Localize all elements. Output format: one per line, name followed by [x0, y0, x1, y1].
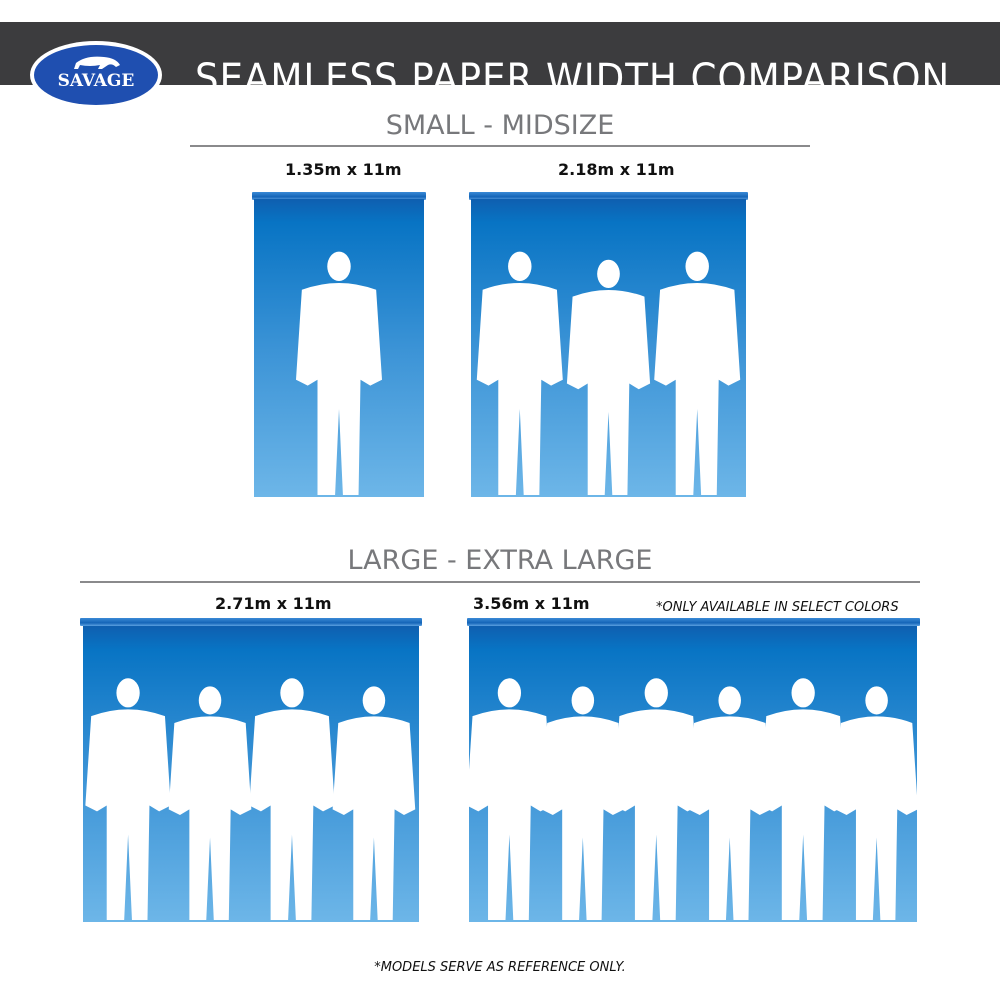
- availability-note: *ONLY AVAILABLE IN SELECT COLORS: [656, 600, 899, 615]
- divider: [80, 581, 920, 583]
- person-silhouette: [835, 686, 917, 920]
- silhouettes: [295, 251, 383, 495]
- person-silhouette: [541, 686, 625, 920]
- person-silhouette: [566, 259, 651, 495]
- paper-roll: [467, 618, 920, 626]
- silhouettes: [85, 678, 416, 920]
- silhouettes: [476, 251, 741, 495]
- person-silhouette: [332, 686, 416, 920]
- size-label: 1.35m x 11m: [285, 160, 402, 179]
- section-title-small-midsize: SMALL - MIDSIZE: [385, 110, 615, 141]
- paper-backdrop-2-18m: [471, 199, 746, 497]
- person-silhouette: [476, 251, 563, 495]
- paper-roll: [469, 192, 748, 200]
- paper-backdrop-1-35m: [254, 199, 424, 497]
- person-silhouette: [168, 686, 252, 920]
- person-silhouette: [469, 678, 553, 920]
- size-label: 2.18m x 11m: [558, 160, 675, 179]
- paper-roll: [252, 192, 426, 200]
- header-bar: SAVAGE SEAMLESS PAPER WIDTH COMPARISON: [0, 22, 1000, 109]
- person-silhouette: [688, 686, 772, 920]
- page-title: SEAMLESS PAPER WIDTH COMPARISON: [195, 56, 951, 102]
- person-silhouette: [85, 678, 171, 920]
- svg-text:SAVAGE: SAVAGE: [58, 71, 135, 91]
- person-silhouette: [249, 678, 335, 920]
- person-silhouette: [654, 251, 741, 495]
- savage-logo: SAVAGE: [30, 41, 162, 109]
- paper-backdrop-3-56m: [469, 626, 917, 922]
- paper-roll: [80, 618, 422, 626]
- divider: [190, 145, 810, 147]
- person-silhouette: [613, 678, 699, 920]
- size-label: 2.71m x 11m: [215, 594, 332, 613]
- size-label: 3.56m x 11m: [473, 594, 590, 613]
- silhouettes: [469, 678, 917, 920]
- paper-backdrop-2-71m: [83, 626, 419, 922]
- footer-note: *MODELS SERVE AS REFERENCE ONLY.: [374, 960, 626, 975]
- person-silhouette: [295, 251, 383, 495]
- person-silhouette: [760, 678, 846, 920]
- section-title-large-extra-large: LARGE - EXTRA LARGE: [347, 545, 653, 576]
